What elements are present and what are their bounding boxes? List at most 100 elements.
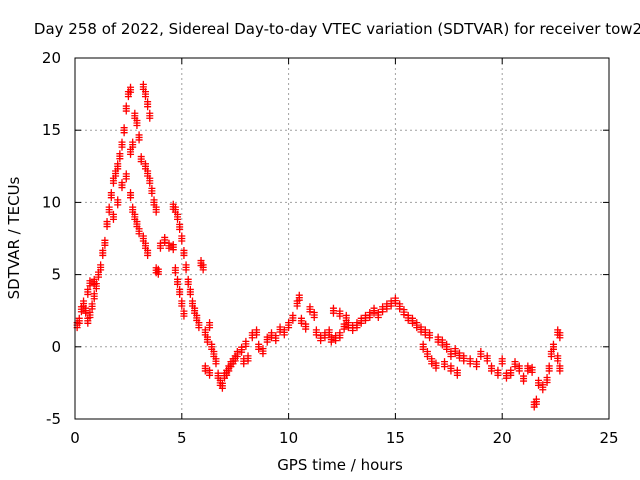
x-tick-label: 5	[177, 429, 187, 447]
data-point-marker	[447, 353, 455, 361]
data-point-marker	[103, 223, 111, 231]
data-point-marker	[498, 360, 506, 368]
data-point-marker	[97, 266, 105, 274]
data-point-marker	[114, 201, 122, 209]
data-point-marker	[144, 103, 152, 111]
data-point-marker	[556, 367, 564, 375]
data-point-marker	[306, 308, 314, 316]
data-point-marker	[507, 371, 515, 379]
data-point-marker	[396, 305, 404, 313]
data-point-marker	[327, 338, 335, 346]
data-point-marker	[148, 189, 156, 197]
data-point-marker	[156, 244, 164, 252]
plot-frame	[74, 57, 610, 420]
data-point-marker	[99, 251, 107, 259]
data-point-marker	[124, 93, 132, 101]
data-point-marker	[171, 269, 179, 277]
data-point-marker	[242, 342, 250, 350]
y-tick-label: 10	[42, 193, 61, 211]
data-point-marker	[186, 290, 194, 298]
data-point-marker	[75, 319, 83, 327]
data-point-marker	[545, 367, 553, 375]
data-point-marker	[524, 367, 532, 375]
data-point-marker	[387, 302, 395, 310]
data-point-marker	[176, 290, 184, 298]
data-point-marker	[255, 345, 263, 353]
data-point-marker	[408, 319, 416, 327]
data-point-marker	[502, 374, 510, 382]
data-point-marker	[340, 325, 348, 333]
data-point-marker	[488, 367, 496, 375]
data-point-marker	[361, 316, 369, 324]
y-tick-label: 0	[51, 338, 61, 356]
data-point-marker	[419, 345, 427, 353]
data-point-marker	[532, 400, 540, 408]
data-point-marker	[195, 324, 203, 332]
data-point-marker	[426, 334, 434, 342]
x-tick-label: 15	[386, 429, 405, 447]
data-point-marker	[112, 172, 120, 180]
data-point-marker	[135, 136, 143, 144]
data-point-marker	[357, 319, 365, 327]
data-point-marker	[116, 155, 124, 163]
data-point-marker	[161, 238, 169, 246]
data-point-marker	[82, 309, 90, 317]
y-tick-label: 5	[51, 266, 61, 284]
data-point-marker	[443, 345, 451, 353]
x-axis: 0 5 10 15 20 25	[70, 58, 619, 447]
data-point-marker	[105, 208, 113, 216]
data-point-marker	[400, 311, 408, 319]
data-point-marker	[289, 316, 297, 324]
data-point-marker	[453, 371, 461, 379]
data-point-marker	[366, 314, 374, 322]
data-point-marker	[223, 371, 231, 379]
data-point-marker	[212, 360, 220, 368]
data-point-marker	[114, 165, 122, 173]
data-point-marker	[165, 244, 173, 252]
data-point-marker	[483, 357, 491, 365]
data-point-marker	[144, 251, 152, 259]
data-point-marker	[94, 273, 102, 281]
data-point-marker	[391, 299, 399, 307]
data-point-marker	[122, 107, 130, 115]
data-point-marker	[432, 364, 440, 372]
data-point-marker	[127, 88, 135, 96]
data-point-marker	[135, 230, 143, 238]
data-point-marker	[494, 371, 502, 379]
data-point-marker	[218, 384, 226, 392]
data-point-marker	[141, 93, 149, 101]
data-point-marker	[383, 305, 391, 313]
data-point-marker	[263, 338, 271, 346]
y-tick-label: 15	[42, 121, 61, 139]
y-axis: -5 0 5 10 15 20	[42, 49, 609, 428]
data-point-marker	[178, 302, 186, 310]
data-point-marker	[90, 280, 98, 288]
data-point-marker	[511, 363, 519, 371]
data-point-marker	[109, 215, 117, 223]
data-point-marker	[118, 184, 126, 192]
data-point-marker	[248, 334, 256, 342]
data-point-marker	[233, 353, 241, 361]
data-point-marker	[120, 129, 128, 137]
data-point-marker	[182, 266, 190, 274]
data-point-marker	[528, 368, 536, 376]
data-point-marker	[77, 308, 85, 316]
y-axis-label: SDTVAR / TECUs	[5, 176, 23, 299]
data-point-marker	[107, 194, 115, 202]
data-point-marker	[253, 331, 261, 339]
data-point-marker	[122, 175, 130, 183]
data-point-marker	[231, 357, 239, 365]
data-point-marker	[133, 121, 141, 129]
data-point-marker	[280, 331, 288, 339]
data-point-marker	[101, 241, 109, 249]
x-axis-label: GPS time / hours	[277, 456, 403, 474]
data-point-marker	[86, 282, 94, 290]
data-point-marker	[244, 357, 252, 365]
data-point-marker	[88, 305, 96, 313]
data-point-marker	[174, 215, 182, 223]
data-point-marker	[321, 334, 329, 342]
data-point-marker	[129, 143, 137, 151]
data-point-marker	[180, 251, 188, 259]
data-point-marker	[554, 357, 562, 365]
data-point-marker	[477, 353, 485, 361]
